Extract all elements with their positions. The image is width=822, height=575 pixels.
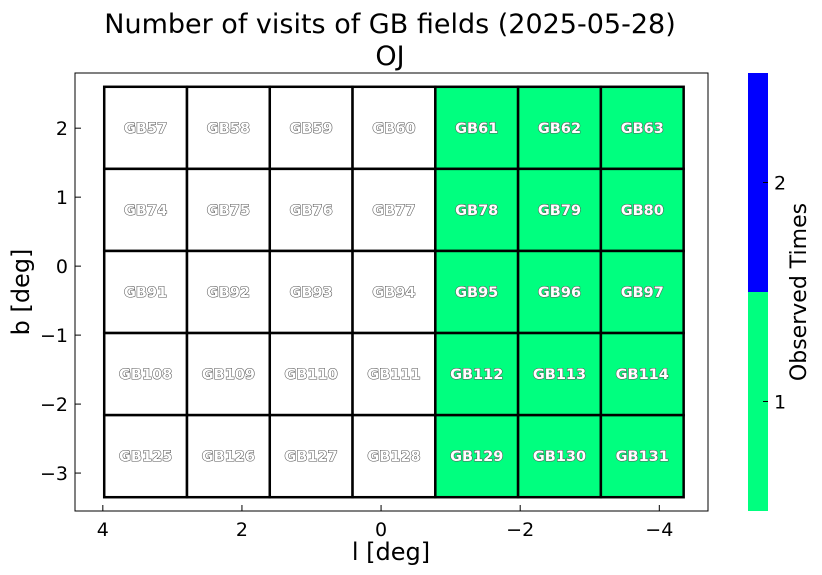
y-tick-label: 2 [56, 118, 68, 140]
field-label: GB57 [124, 121, 167, 137]
field-label: GB92 [207, 285, 250, 301]
field-label: GB63 [621, 121, 664, 137]
field-cell [516, 413, 603, 499]
field-label: GB110 [285, 367, 338, 383]
field-cell [434, 249, 520, 335]
field-label: GB75 [207, 203, 250, 219]
colorbar-label: Observed Times [787, 203, 812, 381]
field-label: GB76 [290, 203, 333, 219]
field-cell [516, 85, 603, 171]
plot-frame [74, 72, 709, 512]
field-label: GB58 [207, 121, 250, 137]
colorbar-tick-label: 1 [774, 392, 786, 414]
colorbar-segment [748, 73, 768, 292]
y-tick-label: 1 [56, 187, 68, 209]
y-tick-label: −3 [40, 463, 68, 485]
field-label: GB130 [533, 449, 586, 465]
x-tick-label: 0 [375, 519, 387, 541]
field-cell [599, 413, 685, 499]
x-axis-label: l [deg] [352, 538, 430, 566]
field-label: GB94 [372, 285, 415, 301]
x-tick-label: 4 [97, 519, 109, 541]
x-tick-label: 2 [236, 519, 248, 541]
y-tick-label: 0 [56, 256, 68, 278]
field-label: GB93 [290, 285, 333, 301]
field-cell [516, 331, 603, 417]
field-label: GB60 [372, 121, 415, 137]
field-cell [185, 85, 272, 171]
x-tick-label: −4 [645, 519, 673, 541]
field-label: GB62 [538, 121, 581, 137]
field-label: GB128 [367, 449, 420, 465]
field-label: GB109 [202, 367, 255, 383]
field-label: GB78 [455, 203, 498, 219]
field-cell [599, 167, 685, 253]
chart-subtitle: OJ [375, 41, 404, 72]
x-tick-label: −2 [506, 519, 534, 541]
field-label: GB108 [119, 367, 172, 383]
field-cell [102, 331, 189, 417]
y-axis-ticks: 2 1 0 −1 −2 −3 [40, 118, 81, 485]
colorbar-segment [748, 292, 768, 511]
field-label: GB59 [290, 121, 333, 137]
y-axis-label: b [deg] [7, 249, 35, 336]
field-cell [434, 167, 520, 253]
field-cell [185, 249, 272, 335]
field-label: GB96 [538, 285, 581, 301]
field-label: GB125 [119, 449, 172, 465]
field-label: GB129 [450, 449, 503, 465]
field-cell [102, 413, 189, 499]
field-cell [516, 249, 603, 335]
field-cell [102, 85, 189, 171]
field-cell [268, 167, 354, 253]
field-cell [102, 167, 189, 253]
x-axis-ticks: 4 2 0 −2 −4 [97, 505, 673, 541]
field-label: GB112 [450, 367, 503, 383]
field-label: GB80 [621, 203, 664, 219]
field-label: GB113 [533, 367, 586, 383]
field-cell [268, 413, 354, 499]
y-tick-label: −2 [40, 394, 68, 416]
y-tick-label: −1 [40, 325, 68, 347]
colorbar-ticks: 12 [763, 173, 786, 414]
field-label: GB91 [124, 285, 167, 301]
field-cell [268, 249, 354, 335]
field-label: GB111 [367, 367, 420, 383]
field-label: GB127 [285, 449, 338, 465]
chart-title: Number of visits of GB fields (2025-05-2… [104, 9, 675, 40]
field-label: GB97 [621, 285, 664, 301]
field-label: GB77 [372, 203, 415, 219]
field-label: GB126 [202, 449, 255, 465]
field-cell [185, 331, 272, 417]
field-label: GB114 [616, 367, 669, 383]
field-cells: GB57 GB58 GB59 GB60 GB61 GB62 GB63 GB74 GB75 GB76… [102, 85, 685, 499]
field-label: GB131 [616, 449, 669, 465]
field-label: GB61 [455, 121, 498, 137]
colorbar-tick-label: 2 [774, 173, 786, 195]
field-label: GB79 [538, 203, 581, 219]
colorbar [748, 73, 768, 511]
field-label: GB95 [455, 285, 498, 301]
field-label: GB74 [124, 203, 167, 219]
field-cell [599, 249, 685, 335]
